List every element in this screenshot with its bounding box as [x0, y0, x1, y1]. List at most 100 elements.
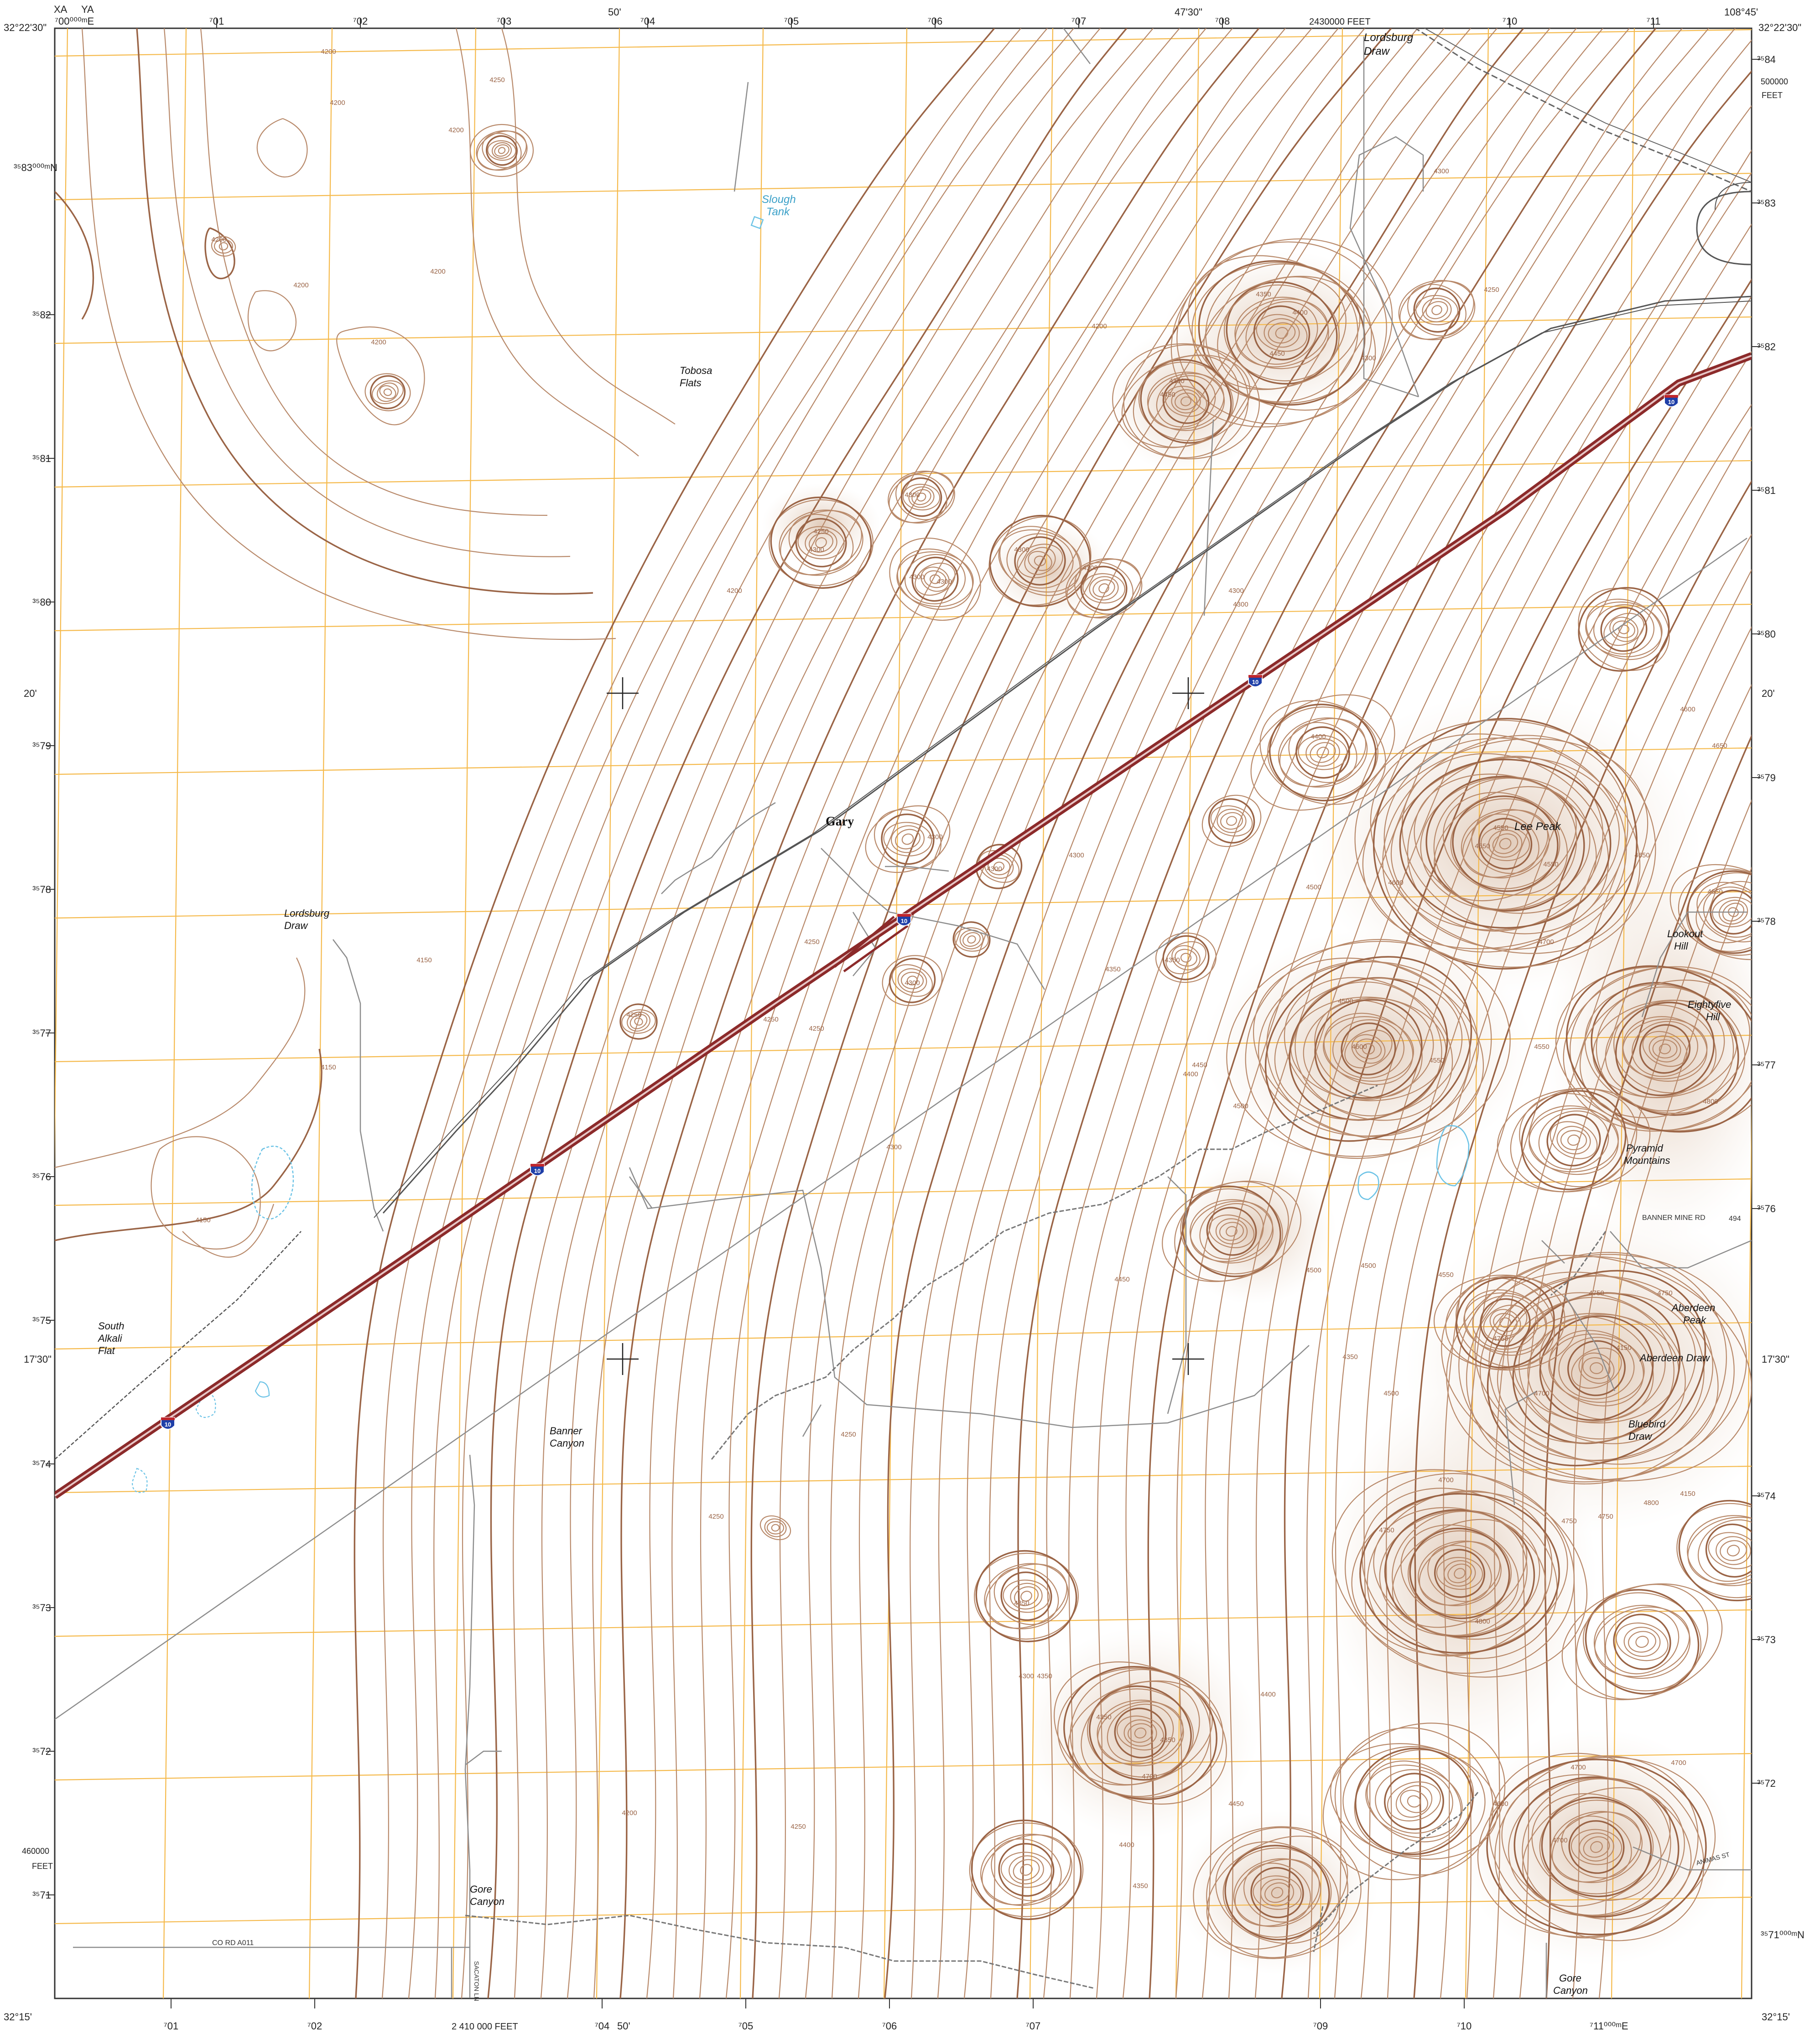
- contour-elevation-label: 4450: [1114, 1276, 1129, 1283]
- contour-ring: [1259, 700, 1386, 805]
- contour-ring: [805, 529, 837, 556]
- contour-ring: [1456, 1277, 1555, 1368]
- contour-ring: [1434, 1549, 1486, 1598]
- contour-ring: [1028, 551, 1052, 571]
- contour-ring: [1452, 795, 1559, 892]
- contour-ring: [1121, 354, 1251, 448]
- contour-ring: [1464, 1289, 1547, 1356]
- contour-elevation-label: 4600: [1680, 706, 1695, 713]
- contour-ring: [1107, 1703, 1174, 1763]
- contour-elevation-label: 4600: [1493, 1800, 1508, 1808]
- contour-ring: [1222, 1847, 1332, 1938]
- grid-easting-line: [308, 28, 333, 1998]
- grid-easting-line: [596, 28, 620, 1998]
- contour-ring: [494, 144, 510, 157]
- contour-ring: [1616, 1622, 1669, 1661]
- contour-ring: [1613, 1614, 1671, 1670]
- contour-ring: [1414, 773, 1597, 914]
- shield-number: 10: [534, 1167, 541, 1174]
- shield-number: 10: [1252, 679, 1258, 685]
- contour-ring: [1687, 1515, 1752, 1586]
- contour-ring: [1170, 238, 1393, 428]
- contour-ring: [1596, 986, 1734, 1111]
- contour-ring: [1314, 1000, 1423, 1098]
- contour-ring: [1456, 1276, 1555, 1369]
- contour-elevation-label: 4650: [1712, 742, 1727, 750]
- lordsburg-draw-w-label: Lordsburg: [284, 908, 330, 919]
- left-latitude-17-30: 17'30": [24, 1354, 52, 1365]
- contour-ring: [1615, 1001, 1715, 1096]
- contour-elevation-label: 4500: [1383, 1390, 1399, 1397]
- contour-ring: [1546, 1114, 1601, 1167]
- contour-ring: [902, 483, 941, 511]
- aberdeen-peak-label-2: Peak: [1683, 1314, 1706, 1326]
- contour-elevation-label: 4400: [1292, 309, 1307, 317]
- contour-line: [1360, 404, 1752, 1998]
- contour-ring: [1342, 1746, 1486, 1857]
- feet-right-value: 500000: [1761, 77, 1788, 86]
- bottom-easting-tick-label: ⁷05: [738, 2020, 753, 2032]
- contour-ring: [1295, 726, 1350, 779]
- contour-ring: [1493, 1313, 1518, 1332]
- contour-elevation-label: 4750: [1589, 1289, 1604, 1297]
- grid-northing-line: [55, 172, 1752, 201]
- contour-ring: [967, 935, 976, 944]
- contour-ring: [1162, 379, 1210, 424]
- contour-elevation-label: 4250: [489, 76, 504, 84]
- feet-bottom-label: 2 410 000 FEET: [452, 2022, 518, 2032]
- contour-line: [1386, 426, 1752, 1998]
- contour-ring: [1362, 1043, 1375, 1055]
- contour-ring: [779, 509, 863, 576]
- contour-ring: [1000, 1571, 1052, 1621]
- contour-ring: [1226, 816, 1237, 826]
- contour-ring: [1570, 1829, 1622, 1865]
- contour-line: [1254, 223, 1752, 1998]
- sacaton-ln-label: SACATON LN: [473, 1961, 480, 2001]
- contour-ring: [891, 964, 933, 997]
- lordsburg-draw-ne-label-2: Draw: [1364, 45, 1390, 57]
- contour-elevation-label: 4350: [1165, 956, 1180, 964]
- grid-easting-line: [1029, 28, 1054, 1998]
- contour-ring: [904, 554, 966, 605]
- top-longitude-50: 50': [608, 6, 621, 18]
- contour-ring: [1020, 1864, 1033, 1876]
- jeep-trails: [465, 1084, 1607, 1989]
- contour-ring: [1433, 778, 1577, 910]
- contour-ring: [759, 1515, 791, 1541]
- contour-ring: [1590, 1362, 1603, 1374]
- contour-ring: [1501, 1774, 1692, 1920]
- contour-ring: [1716, 1536, 1751, 1565]
- slough-tank-symbol: [750, 216, 764, 229]
- contour-ring: [952, 921, 991, 958]
- contour-elevation-label: 4200: [211, 236, 226, 244]
- contour-ring: [1541, 1796, 1652, 1898]
- contour-ring: [1483, 1304, 1528, 1341]
- contour-elevation-label: 4450: [1228, 1800, 1243, 1808]
- contour-line: [1544, 734, 1752, 1998]
- grid-northing-line: [55, 460, 1752, 488]
- contour-ring: [1425, 775, 1585, 912]
- top-longitude-47-30: 47'30": [1175, 6, 1202, 18]
- contour-ring: [984, 1563, 1069, 1629]
- contour-ring: [1686, 872, 1752, 952]
- contour-ring: [1322, 1723, 1506, 1880]
- contour-ring: [1436, 1557, 1483, 1590]
- contour-line: [1519, 684, 1752, 1998]
- contour-ring: [1642, 1031, 1688, 1067]
- contour-ring: [1233, 1858, 1321, 1927]
- contour-ring: [1556, 1126, 1591, 1155]
- contour-ring: [1155, 932, 1217, 983]
- contour-ring: [1415, 295, 1459, 326]
- contour-ring: [900, 477, 942, 517]
- top-right-latitude: 32°22'30": [1758, 22, 1801, 33]
- contour-elevation-label: 4550: [1543, 861, 1558, 868]
- contour-elevation-label: 4750: [1561, 1517, 1576, 1525]
- contour-ring: [1365, 1764, 1463, 1838]
- contour-elevation-label: 4150: [1680, 1490, 1695, 1498]
- contour-ring: [1182, 1185, 1281, 1277]
- contour-ring: [1355, 1038, 1382, 1059]
- contour-ring: [900, 971, 924, 990]
- contour-ring: [1561, 1816, 1632, 1878]
- contour-ring: [1199, 1203, 1264, 1260]
- contour-elevation-label: 4350: [1256, 291, 1271, 298]
